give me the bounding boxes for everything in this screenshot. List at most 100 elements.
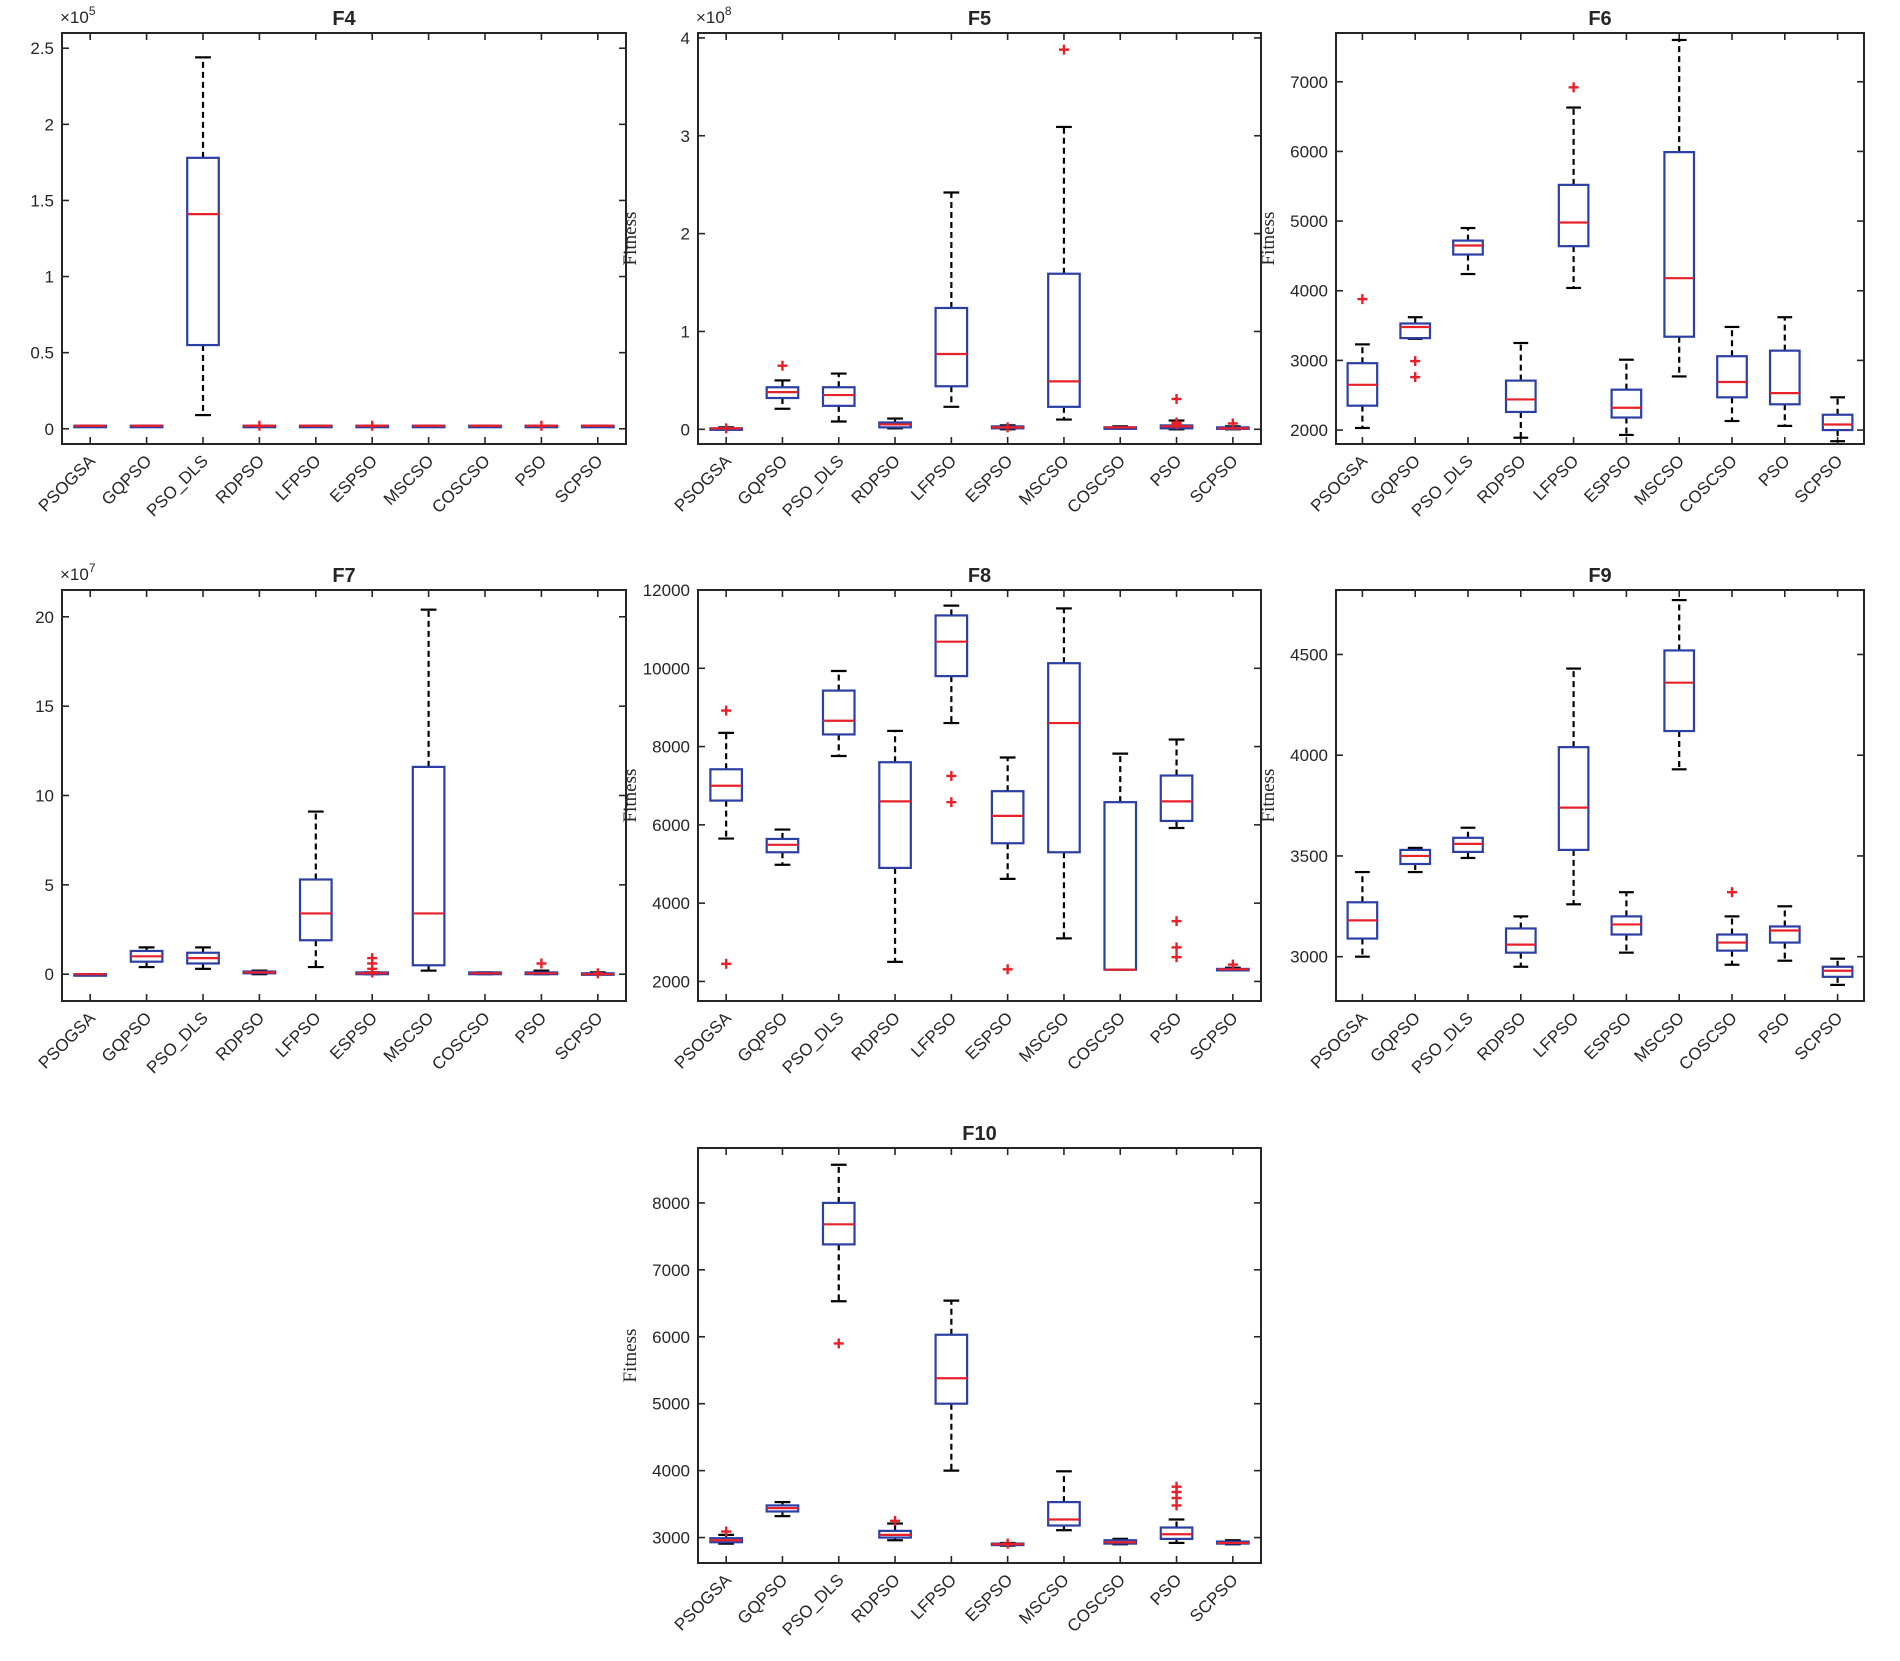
x-tick-label: RDPSO — [848, 451, 904, 507]
x-tick-label: COSCSO — [1064, 1570, 1130, 1636]
y-tick-label: 4000 — [1290, 282, 1328, 301]
y-tick-label: 3000 — [1290, 351, 1328, 370]
box-lfpso — [298, 424, 333, 429]
y-tick-label: 15 — [35, 697, 54, 716]
box-espso — [990, 1538, 1025, 1549]
chart-f8: F8 2000 4000 6000 8000 10000 12000 Fitness PSOGS… — [620, 565, 1262, 1077]
box-mscso — [411, 608, 446, 972]
box-pso — [1159, 393, 1194, 431]
chart-title: F5 — [968, 8, 991, 30]
iqr-box — [1047, 662, 1081, 854]
x-tick-label: ESPSO — [1580, 1008, 1635, 1063]
iqr-box — [934, 614, 969, 678]
box-scpso — [1821, 396, 1854, 443]
box-rdpso — [1504, 915, 1537, 968]
box-coscso — [468, 971, 502, 976]
box-espso — [1610, 891, 1643, 954]
y-tick-label: 4000 — [652, 894, 690, 913]
box-psogsa — [73, 424, 108, 429]
outlier-marker — [721, 705, 732, 716]
x-tick-label: PSOGSA — [671, 1570, 736, 1635]
box-psogsa — [1346, 294, 1379, 430]
outlier-marker — [1002, 964, 1013, 975]
iqr-box — [1663, 649, 1696, 733]
x-tick-label: LFPSO — [272, 451, 325, 504]
iqr-box — [1103, 801, 1138, 971]
iqr-box — [1716, 355, 1748, 399]
y-tick-label: 1 — [681, 322, 690, 341]
iqr-box — [1504, 927, 1537, 954]
y-axis-label: Fitness — [1258, 212, 1279, 266]
box-psogsa — [709, 1526, 744, 1545]
x-tick-label: COSCSO — [428, 451, 494, 517]
box-lfpso — [1557, 667, 1590, 906]
iqr-box — [878, 761, 912, 870]
y-tick-label: 2.5 — [30, 39, 54, 58]
x-tick-label: ESPSO — [1580, 451, 1635, 506]
x-tick-label: LFPSO — [907, 1008, 960, 1061]
box-pso_dls — [821, 372, 856, 423]
x-tick-label: ESPSO — [962, 1570, 1017, 1625]
x-tick-label: PSOGSA — [671, 1008, 736, 1073]
y-tick-label: 1 — [45, 268, 54, 287]
box-gqpso — [1399, 846, 1432, 874]
chart-f10: F10 3000 4000 5000 6000 7000 8000 Fitness PSOGSA… — [620, 1123, 1262, 1639]
x-tick-label: PSO — [1147, 451, 1186, 490]
y-tick-label: 2000 — [1290, 421, 1328, 440]
x-tick-label: PSOGSA — [1307, 1008, 1372, 1073]
box-rdpso — [242, 969, 277, 976]
box-mscso — [1047, 1470, 1081, 1532]
y-tick-label: 20 — [35, 608, 54, 627]
x-tick-label: RDPSO — [1473, 1008, 1529, 1064]
y-tick-label: 1.5 — [30, 191, 54, 210]
y-axis-label: Fitness — [620, 212, 641, 266]
box-espso — [990, 756, 1025, 975]
box-scpso — [580, 424, 615, 429]
x-tick-label: MSCSO — [380, 1008, 438, 1066]
x-tick-label: PSO_DLS — [779, 451, 848, 520]
iqr-box — [1452, 239, 1484, 256]
x-tick-label: GQPSO — [734, 1570, 792, 1628]
outlier-marker — [721, 958, 732, 969]
y-tick-label: 0 — [45, 420, 54, 439]
x-tick-label: RDPSO — [212, 1008, 268, 1064]
chart-title: F7 — [332, 565, 355, 587]
box-lfpso — [1557, 82, 1590, 290]
x-tick-label: SCPSO — [1186, 1008, 1242, 1064]
x-tick-label: GQPSO — [734, 1008, 792, 1066]
outlier-marker — [1727, 887, 1737, 898]
x-tick-label: COSCSO — [1064, 1008, 1130, 1074]
box-pso_dls — [821, 1163, 856, 1349]
box-gqpso — [129, 946, 164, 969]
box-mscso — [1663, 598, 1696, 771]
x-tick-label: GQPSO — [98, 1008, 156, 1066]
x-tick-label: RDPSO — [848, 1570, 904, 1626]
y-tick-label: 3 — [681, 127, 690, 146]
x-tick-label: COSCSO — [428, 1008, 494, 1074]
box-lfpso — [934, 191, 969, 408]
y-tick-label: 4000 — [1290, 746, 1328, 765]
x-tick-label: MSCSO — [1015, 451, 1073, 509]
outlier-marker — [1227, 959, 1238, 970]
x-tick-label: SCPSO — [551, 1008, 607, 1064]
outlier-marker — [721, 423, 732, 434]
x-tick-label: GQPSO — [734, 451, 792, 509]
axes-frame — [697, 589, 1262, 1002]
outlier-marker — [1171, 419, 1182, 430]
box-espso — [1610, 358, 1643, 437]
box-gqpso — [765, 1500, 800, 1518]
iqr-box — [1610, 388, 1643, 419]
box-scpso — [1215, 418, 1250, 431]
x-tick-label: PSO — [511, 451, 550, 490]
x-tick-label: LFPSO — [1530, 1008, 1583, 1061]
x-tick-label: PSO — [1755, 451, 1794, 490]
outlier-marker — [536, 420, 547, 431]
box-gqpso — [1399, 316, 1432, 383]
y-tick-label: 8000 — [652, 738, 690, 757]
x-tick-label: SCPSO — [1791, 1008, 1847, 1064]
x-tick-label: LFPSO — [1530, 451, 1583, 504]
x-tick-label: LFPSO — [907, 1570, 960, 1623]
x-tick-label: RDPSO — [848, 1008, 904, 1064]
chart-f4: F4 0 0.5 1 1.5 2 2.5 ×105 Fitness PSOGSAGQPSOPSO_… — [0, 4, 627, 520]
x-tick-label: SCPSO — [1186, 1570, 1242, 1626]
